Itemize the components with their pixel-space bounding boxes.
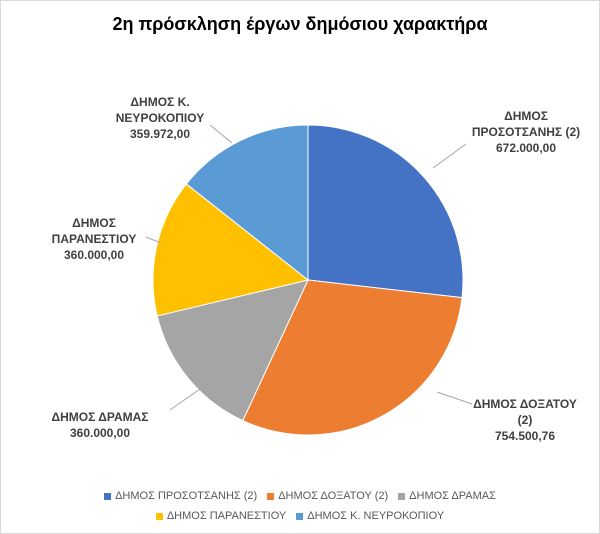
data-label-name: ΔΗΜΟΣ ΔΡΑΜΑΣ xyxy=(51,410,149,424)
data-label-3: ΔΗΜΟΣ ΔΡΑΜΑΣ 360.000,00 xyxy=(30,409,170,441)
data-label-value: 754.500,76 xyxy=(494,429,556,443)
data-label-name: ΠΡΟΣΟΤΣΑΝΗΣ (2) xyxy=(471,125,581,139)
pie-slice-1 xyxy=(307,124,464,299)
legend-swatch xyxy=(104,492,112,500)
data-label-value: 359.972,00 xyxy=(129,127,191,141)
leader-line-1 xyxy=(432,143,467,169)
data-label-name: ΝΕΥΡΟΚΟΠΙΟΥ xyxy=(115,111,205,125)
legend-label: ΔΗΜΟΣ ΠΑΡΑΝΕΣΤΙΟΥ xyxy=(166,510,287,522)
data-label-name: ΔΗΜΟΣ Κ. xyxy=(130,95,190,109)
data-label-name: ΠΑΡΑΝΕΣΤΙΟΥ xyxy=(51,232,137,246)
legend-label: ΔΗΜΟΣ ΔΟΞΑΤΟΥ (2) xyxy=(278,490,389,502)
leader-line-3 xyxy=(169,388,201,411)
data-label-2: ΔΗΜΟΣ ΔΟΞΑΤΟΥ (2) 754.500,76 xyxy=(455,396,595,444)
legend-swatch xyxy=(267,492,275,500)
legend-swatch xyxy=(296,512,304,520)
legend-item-1: ΔΗΜΟΣ ΠΡΟΣΟΤΣΑΝΗΣ (2) xyxy=(104,490,257,502)
data-label-name: (2) xyxy=(517,413,533,427)
legend-label: ΔΗΜΟΣ ΠΡΟΣΟΤΣΑΝΗΣ (2) xyxy=(115,490,258,502)
legend-swatch xyxy=(398,492,406,500)
data-label-value: 672.000,00 xyxy=(495,141,557,155)
legend-label: ΔΗΜΟΣ ΔΡΑΜΑΣ xyxy=(409,490,496,502)
pie-slice-3 xyxy=(156,279,309,422)
data-label-name: ΔΗΜΟΣ xyxy=(504,109,548,123)
data-label-1: ΔΗΜΟΣ ΠΡΟΣΟΤΣΑΝΗΣ (2) 672.000,00 xyxy=(456,108,596,156)
data-label-value: 360.000,00 xyxy=(69,426,131,440)
leader-line-4 xyxy=(145,236,162,244)
leader-line-5 xyxy=(209,124,233,144)
pie-slice-5 xyxy=(185,124,309,282)
legend-item-3: ΔΗΜΟΣ ΔΡΑΜΑΣ xyxy=(398,490,496,502)
chart-title: 2η πρόσκληση έργων δημόσιου χαρακτήρα xyxy=(112,14,488,34)
pie-slice-2 xyxy=(242,279,463,436)
pie-slice-4 xyxy=(152,183,310,317)
data-label-4: ΔΗΜΟΣ ΠΑΡΑΝΕΣΤΙΟΥ 360.000,00 xyxy=(24,215,164,263)
legend-swatch xyxy=(155,512,163,520)
legend-item-2: ΔΗΜΟΣ ΔΟΞΑΤΟΥ (2) xyxy=(267,490,388,502)
data-label-name: ΔΗΜΟΣ xyxy=(72,216,116,230)
legend-label: ΔΗΜΟΣ Κ. ΝΕΥΡΟΚΟΠΙΟΥ xyxy=(307,510,445,522)
data-label-name: ΔΗΜΟΣ ΔΟΞΑΤΟΥ xyxy=(473,397,577,411)
legend-item-5: ΔΗΜΟΣ Κ. ΝΕΥΡΟΚΟΠΙΟΥ xyxy=(296,510,444,522)
data-label-value: 360.000,00 xyxy=(63,248,125,262)
legend: ΔΗΜΟΣ ΠΡΟΣΟΤΣΑΝΗΣ (2) ΔΗΜΟΣ ΔΟΞΑΤΟΥ (2) ΔΗ… xyxy=(0,486,600,526)
leader-line-2 xyxy=(436,391,473,405)
legend-item-4: ΔΗΜΟΣ ΠΑΡΑΝΕΣΤΙΟΥ xyxy=(155,510,287,522)
data-label-5: ΔΗΜΟΣ Κ. ΝΕΥΡΟΚΟΠΙΟΥ 359.972,00 xyxy=(90,94,230,142)
